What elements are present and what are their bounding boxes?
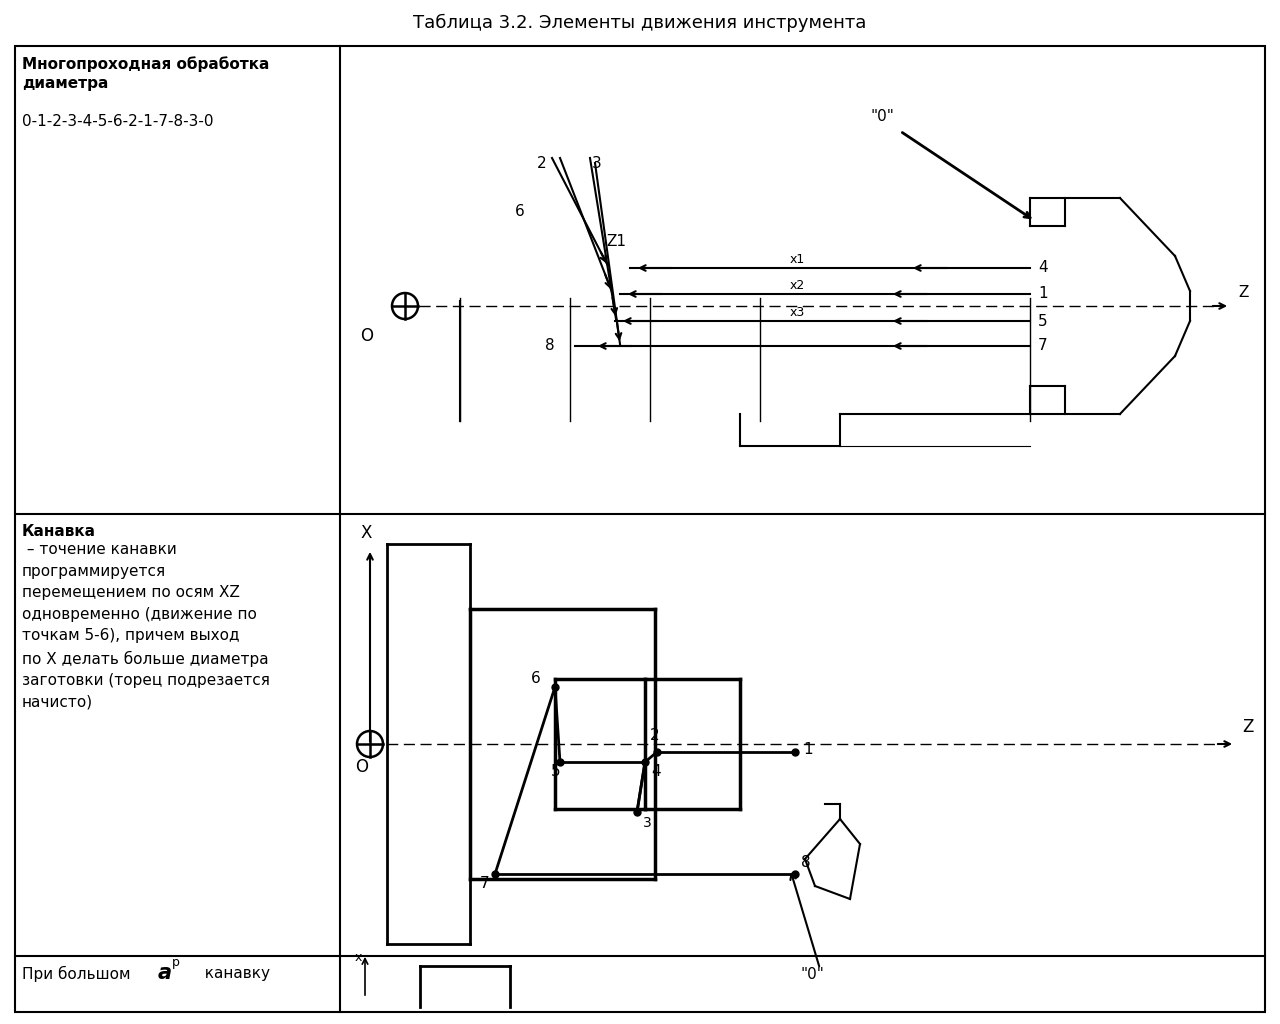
Text: Таблица 3.2. Элементы движения инструмента: Таблица 3.2. Элементы движения инструмен… bbox=[413, 14, 867, 32]
Text: x1: x1 bbox=[790, 253, 805, 266]
Text: 2: 2 bbox=[538, 156, 547, 171]
Text: O: O bbox=[360, 327, 372, 345]
Text: – точение канавки
программируется
перемещением по осям XZ
одновременно (движение: – точение канавки программируется переме… bbox=[22, 542, 270, 710]
Text: 0-1-2-3-4-5-6-2-1-7-8-3-0: 0-1-2-3-4-5-6-2-1-7-8-3-0 bbox=[22, 114, 214, 129]
Text: 7: 7 bbox=[480, 876, 490, 891]
Text: O: O bbox=[355, 758, 369, 776]
Text: 3: 3 bbox=[591, 156, 602, 171]
Text: Многопроходная обработка: Многопроходная обработка bbox=[22, 56, 269, 72]
Text: 3: 3 bbox=[643, 816, 652, 830]
Text: Канавка: Канавка bbox=[22, 524, 96, 539]
Text: x: x bbox=[355, 951, 362, 964]
Text: Z: Z bbox=[1238, 285, 1248, 300]
Text: 1: 1 bbox=[1038, 287, 1047, 301]
Text: 7: 7 bbox=[1038, 339, 1047, 353]
Text: 6: 6 bbox=[531, 671, 541, 686]
Text: p: p bbox=[172, 956, 180, 969]
Text: 2: 2 bbox=[650, 728, 659, 743]
Text: 5: 5 bbox=[552, 764, 561, 779]
Text: диаметра: диаметра bbox=[22, 76, 109, 91]
Text: Z1: Z1 bbox=[605, 234, 626, 249]
Text: канавку: канавку bbox=[195, 966, 270, 981]
Text: 8: 8 bbox=[801, 855, 810, 870]
Text: "0": "0" bbox=[870, 109, 893, 124]
Text: 4: 4 bbox=[652, 764, 660, 779]
Text: 1: 1 bbox=[803, 742, 813, 758]
Text: "0": "0" bbox=[800, 967, 824, 982]
Text: При большом: При большом bbox=[22, 966, 136, 982]
Text: Z: Z bbox=[1242, 718, 1253, 736]
Text: 5: 5 bbox=[1038, 313, 1047, 329]
Text: X: X bbox=[360, 524, 371, 542]
Text: x3: x3 bbox=[790, 306, 805, 319]
Text: 6: 6 bbox=[516, 204, 525, 218]
Text: a: a bbox=[157, 963, 172, 983]
Text: x2: x2 bbox=[790, 279, 805, 292]
Text: 4: 4 bbox=[1038, 260, 1047, 275]
Text: 8: 8 bbox=[545, 339, 556, 353]
